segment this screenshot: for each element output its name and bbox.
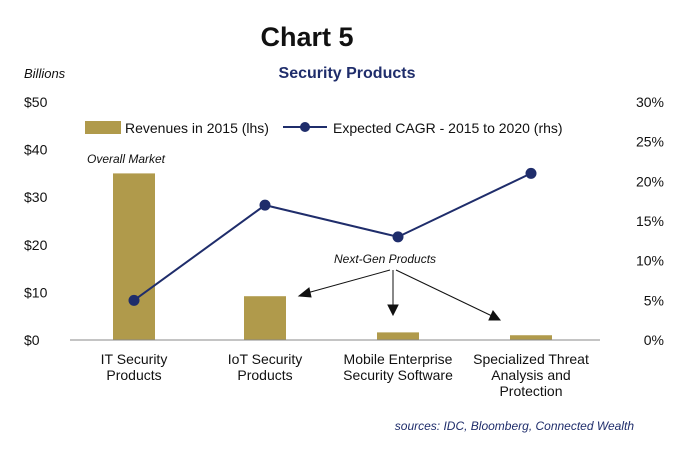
left-tick-label: $20 [24, 237, 48, 253]
category-label: Products [237, 367, 292, 383]
category-label: Analysis and [491, 367, 570, 383]
source-note: sources: IDC, Bloomberg, Connected Wealt… [394, 419, 634, 433]
left-tick-label: $40 [24, 142, 48, 158]
next-gen-annotation: Next-Gen Products [334, 252, 436, 266]
bar [377, 332, 419, 340]
bar [113, 173, 155, 340]
line-point [259, 199, 271, 211]
chart-subtitle: Security Products [278, 65, 416, 82]
right-tick-label: 0% [644, 332, 664, 348]
left-tick-label: $50 [24, 94, 48, 110]
category-label: Mobile Enterprise [344, 351, 453, 367]
legend-bar-swatch [85, 121, 121, 134]
legend-bar-label: Revenues in 2015 (lhs) [125, 120, 269, 136]
bar [244, 296, 286, 340]
right-tick-label: 15% [636, 213, 664, 229]
category-label: Products [106, 367, 161, 383]
overall-market-annotation: Overall Market [87, 152, 166, 166]
cagr-line [133, 172, 532, 302]
line-series [128, 167, 537, 306]
bar-series [113, 173, 552, 340]
left-tick-label: $10 [24, 284, 48, 300]
bar [510, 335, 552, 340]
left-tick-label: $30 [24, 189, 48, 205]
right-axis-ticks: 0% 5% 10% 15% 20% 25% 30% [636, 94, 664, 348]
category-label: IT Security [101, 351, 168, 367]
line-point [525, 167, 537, 179]
legend-line-marker [300, 122, 310, 132]
next-gen-arrows [297, 269, 502, 321]
category-label: Specialized Threat [473, 351, 589, 367]
right-tick-label: 25% [636, 134, 664, 150]
category-label: Protection [499, 383, 562, 399]
right-tick-label: 20% [636, 173, 664, 189]
annotations: Overall Market Next-Gen Products [87, 152, 502, 321]
line-point [392, 231, 404, 243]
legend-line-label: Expected CAGR - 2015 to 2020 (rhs) [333, 120, 563, 136]
left-axis-ticks: $0 $10 $20 $30 $40 $50 [24, 94, 48, 348]
right-tick-label: 5% [644, 292, 664, 308]
unit-label: Billions [24, 66, 66, 81]
left-tick-label: $0 [24, 332, 40, 348]
category-label: IoT Security [228, 351, 302, 367]
right-tick-label: 30% [636, 94, 664, 110]
right-tick-label: 10% [636, 253, 664, 269]
line-point [128, 294, 140, 306]
category-label: Security Software [343, 367, 453, 383]
legend: Revenues in 2015 (lhs) Expected CAGR - 2… [85, 120, 563, 136]
chart-title: Chart 5 [260, 22, 354, 52]
